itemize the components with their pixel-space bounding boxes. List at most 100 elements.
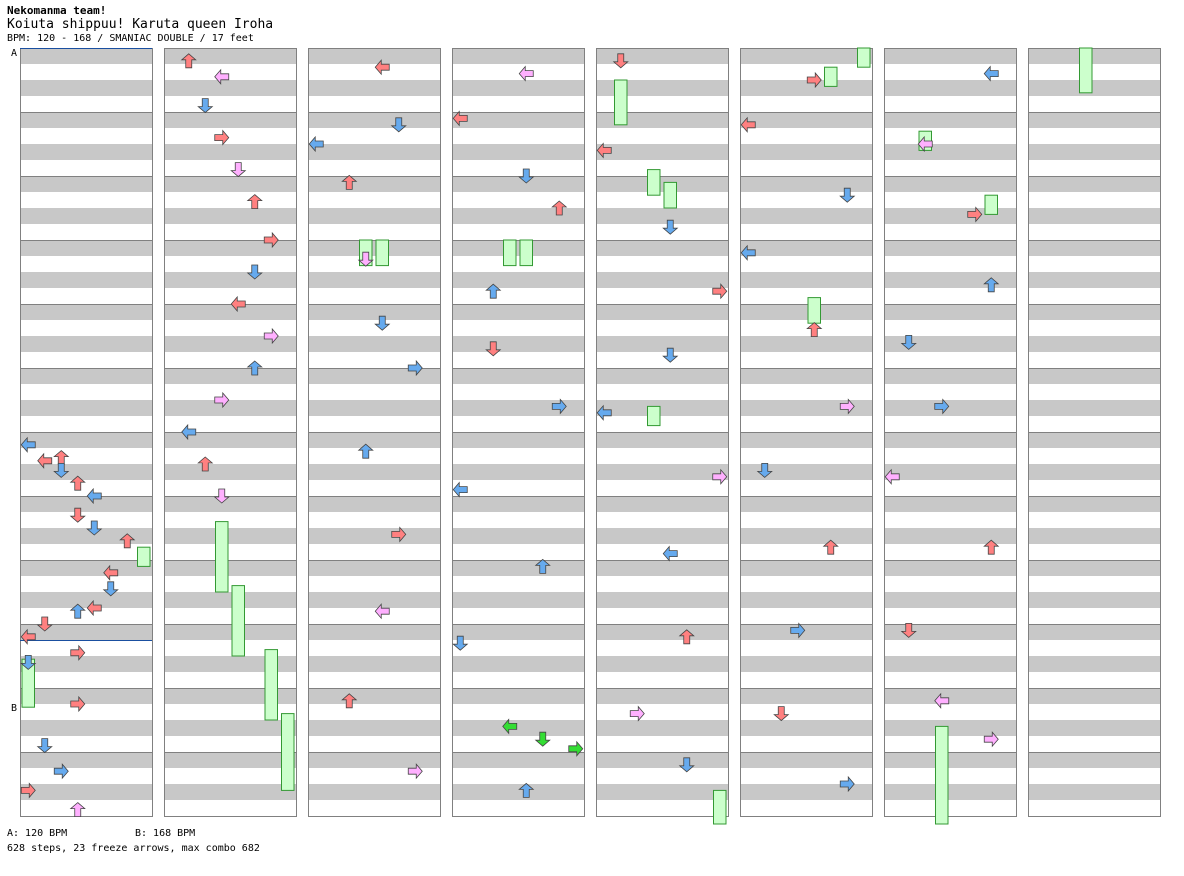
freeze-arrow: [1079, 47, 1093, 94]
step-arrow: [181, 423, 197, 441]
step-arrow: [740, 116, 756, 133]
stripe-band: [452, 208, 584, 224]
step-arrow: [53, 763, 69, 780]
stripe-band: [452, 176, 584, 192]
stripe-band: [1028, 208, 1160, 224]
freeze-arrow: [281, 713, 295, 791]
stripe-band: [1028, 304, 1160, 320]
stripe-band: [20, 48, 152, 64]
stripe-band: [884, 112, 1016, 128]
freeze-arrow: [519, 239, 533, 267]
stripe-band: [308, 752, 440, 768]
step-arrow: [69, 507, 86, 523]
stripe-band: [740, 400, 872, 416]
step-arrow: [407, 763, 423, 780]
stripe-band: [452, 688, 584, 704]
step-arrow: [534, 731, 551, 747]
stripe-band: [596, 688, 728, 704]
chart-info: BPM: 120 - 168 / SMANIAC DOUBLE / 17 fee…: [7, 33, 254, 44]
stripe-band: [1028, 720, 1160, 736]
stripe-band: [308, 464, 440, 480]
stripe-band: [20, 464, 152, 480]
stripe-band: [452, 720, 584, 736]
step-arrow: [37, 452, 53, 469]
stripe-band: [740, 240, 872, 256]
step-arrow: [934, 398, 950, 415]
stripe-band: [740, 560, 872, 576]
stripe-band: [884, 624, 1016, 640]
step-arrow: [917, 135, 933, 153]
step-arrow: [662, 219, 679, 235]
stripe-band: [884, 496, 1016, 512]
stripe-band: [596, 560, 728, 576]
step-arrow: [629, 705, 645, 722]
chart-header: Nekomanma team! Koiuta shippuu! Karuta q…: [7, 4, 273, 44]
stripe-band: [164, 144, 296, 160]
stripe-band: [1028, 48, 1160, 64]
stripe-band: [596, 528, 728, 544]
step-arrow: [839, 398, 855, 415]
stripe-band: [884, 752, 1016, 768]
stripe-band: [164, 80, 296, 96]
step-arrow: [70, 644, 86, 661]
stripe-band: [164, 464, 296, 480]
stripe-band: [164, 400, 296, 416]
step-arrow: [36, 616, 53, 632]
step-arrow: [341, 693, 358, 709]
stripe-band: [452, 368, 584, 384]
stripe-band: [164, 592, 296, 608]
stripe-band: [452, 112, 584, 128]
step-arrow: [534, 558, 551, 574]
freeze-arrow: [231, 585, 245, 657]
step-arrow: [230, 162, 247, 178]
stripe-band: [1028, 528, 1160, 544]
stripe-band: [452, 304, 584, 320]
stripe-band: [20, 720, 152, 736]
stripe-band: [1028, 656, 1160, 672]
step-arrow: [341, 174, 358, 190]
song-title: Koiuta shippuu! Karuta queen Iroha: [7, 17, 274, 32]
stripe-band: [452, 528, 584, 544]
stripe-band: [452, 784, 584, 800]
stripe-band: [164, 48, 296, 64]
stripe-band: [20, 208, 152, 224]
chart-footer: A: 120 BPM B: 168 BPM 628 steps, 23 free…: [7, 826, 260, 856]
stripe-band: [164, 176, 296, 192]
step-arrow: [934, 692, 950, 709]
step-arrow: [213, 488, 230, 504]
stripe-band: [308, 48, 440, 64]
step-arrow: [246, 360, 263, 376]
stripe-band: [740, 720, 872, 736]
step-arrow: [839, 187, 856, 203]
step-arrow: [20, 436, 36, 453]
stripe-band: [740, 432, 872, 448]
stripe-band: [1028, 368, 1160, 384]
stripe-band: [452, 496, 584, 512]
stripe-band: [308, 304, 440, 320]
step-arrow: [452, 635, 469, 651]
stripe-band: [1028, 688, 1160, 704]
stripe-band: [596, 464, 728, 480]
step-arrow: [36, 738, 53, 754]
step-arrow: [246, 264, 263, 280]
stripe-band: [740, 528, 872, 544]
freeze-arrow: [647, 169, 661, 196]
step-arrow: [773, 706, 790, 722]
stripe-band: [884, 400, 1016, 416]
stripe-band: [164, 720, 296, 736]
step-arrow: [518, 782, 535, 798]
stripe-band: [308, 368, 440, 384]
stripe-band: [20, 784, 152, 800]
stripe-band: [884, 368, 1016, 384]
step-arrow: [180, 53, 197, 69]
step-arrow: [678, 629, 695, 645]
stripe-band: [20, 112, 152, 128]
stripe-band: [164, 272, 296, 288]
stripe-band: [1028, 592, 1160, 608]
stripe-band: [20, 592, 152, 608]
stripe-band: [740, 48, 872, 64]
step-arrow: [884, 468, 900, 485]
stripe-band: [740, 336, 872, 352]
stripe-band: [596, 112, 728, 128]
step-arrow: [20, 655, 37, 670]
